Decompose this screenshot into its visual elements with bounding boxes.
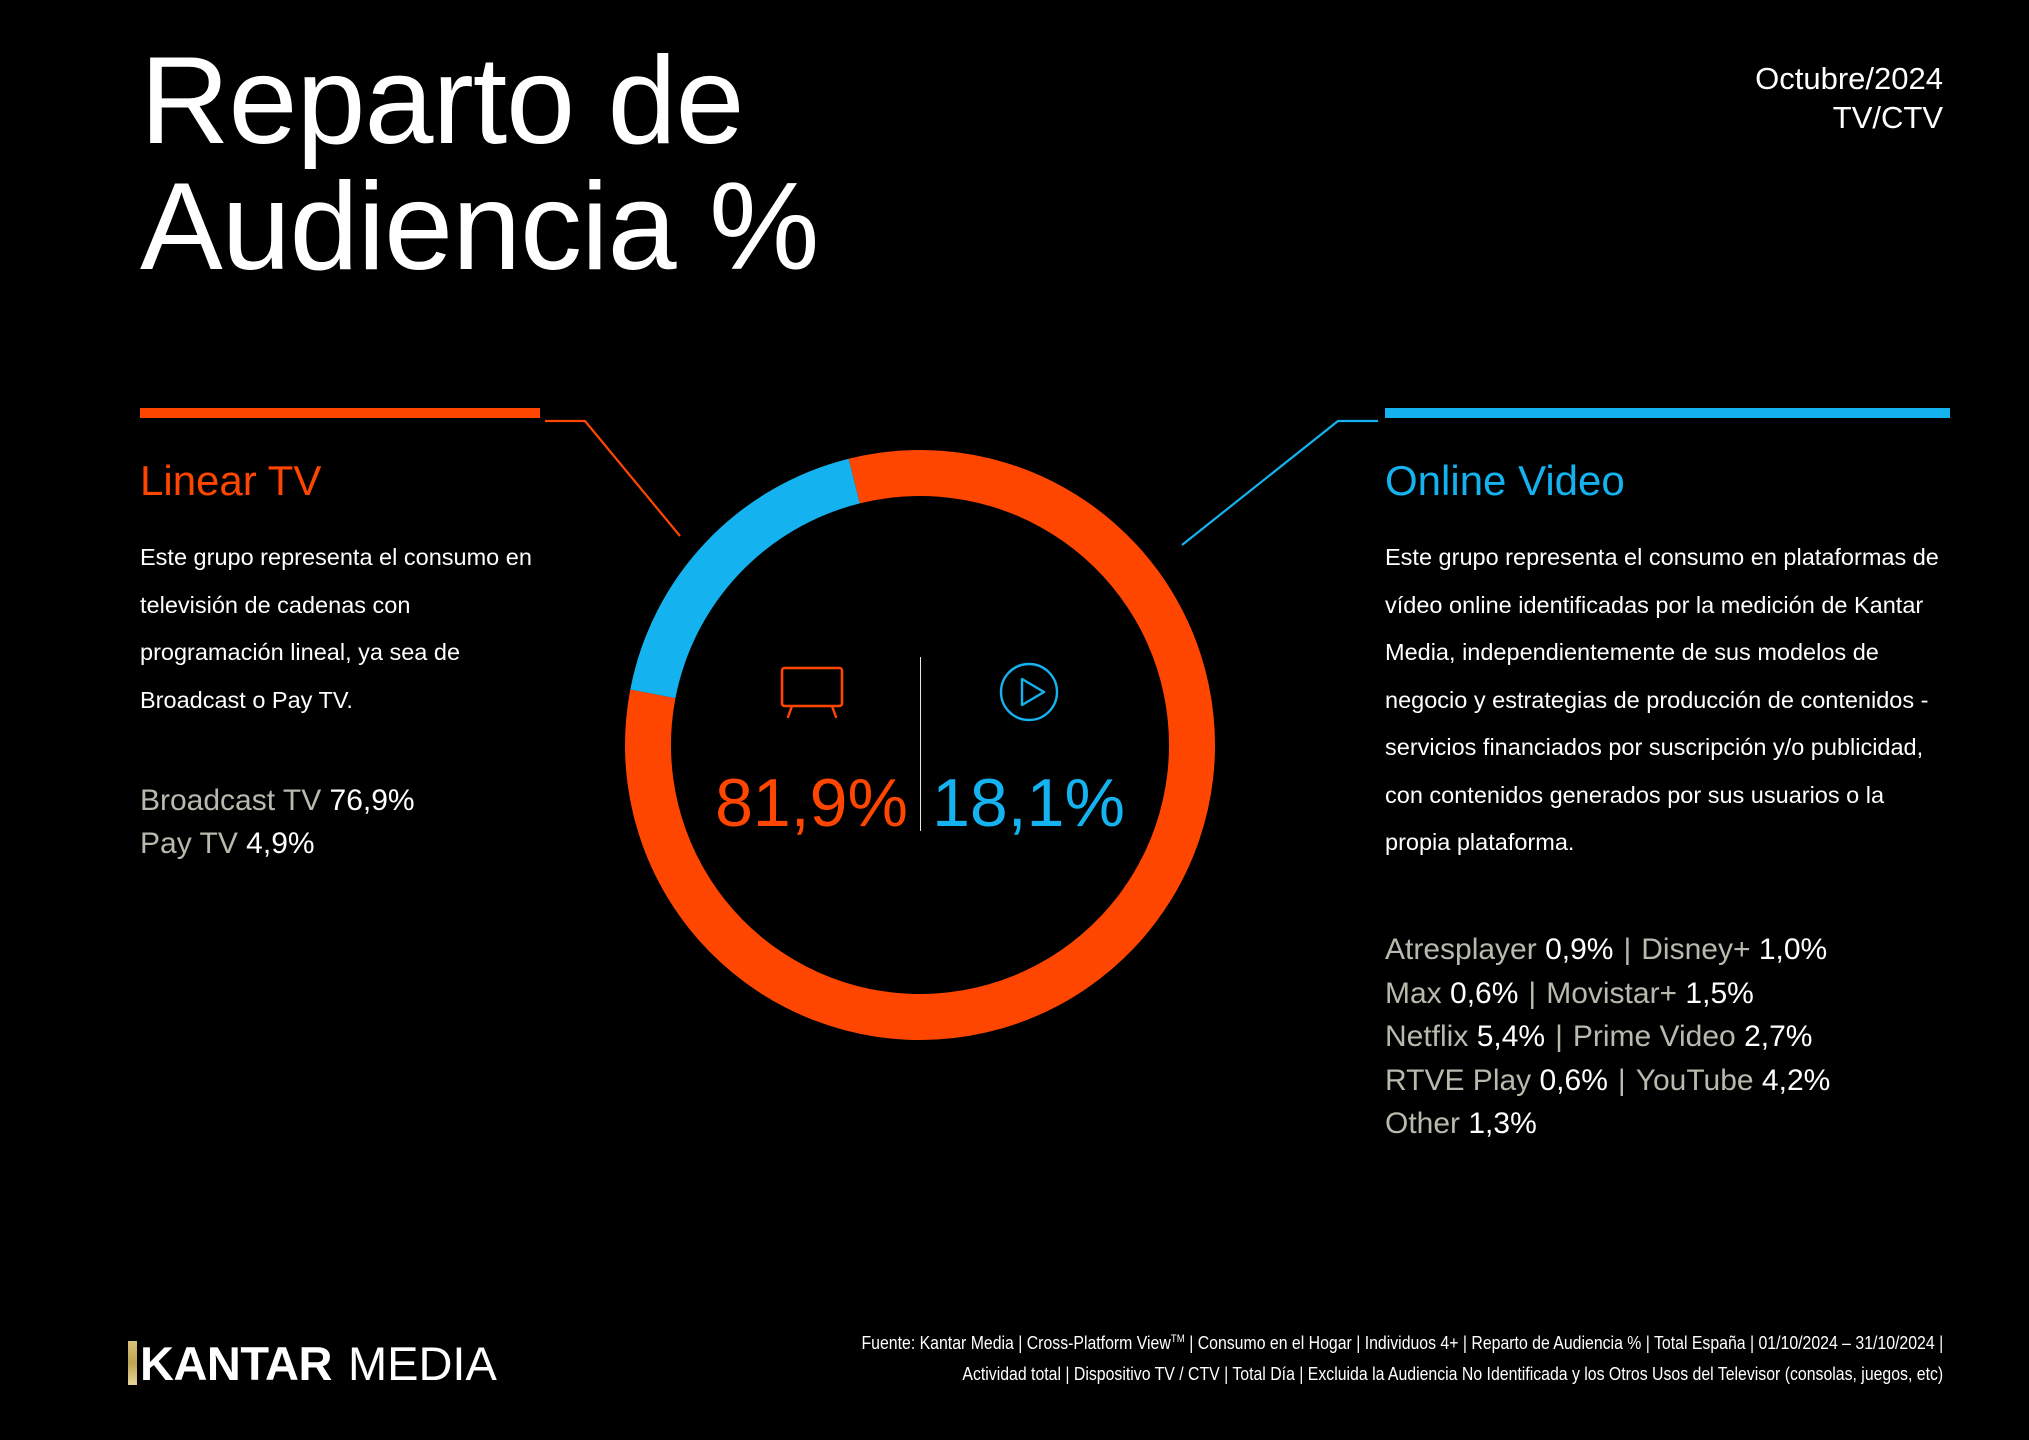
stat-line: Max 0,6% | Movistar+ 1,5%	[1385, 972, 1950, 1016]
stat-line: RTVE Play 0,6% | YouTube 4,2%	[1385, 1059, 1950, 1103]
panel-linear-tv: Linear TV Este grupo representa el consu…	[140, 408, 540, 865]
stat-value: 2,7%	[1744, 1020, 1813, 1054]
online-video-percentage: 18,1%	[932, 765, 1125, 841]
page-title: Reparto de Audiencia %	[140, 32, 819, 297]
source-line-1: Fuente: Kantar Media | Cross-Platform Vi…	[861, 1328, 1943, 1359]
stat-value: 1,0%	[1758, 933, 1828, 967]
panel-right-heading: Online Video	[1385, 457, 1625, 504]
stat-line: Broadcast TV 76,9%	[140, 780, 540, 823]
stat-value: 0,6%	[1450, 976, 1519, 1010]
stat-separator: |	[1617, 1063, 1626, 1097]
header-period: Octubre/2024	[1755, 61, 1943, 96]
stat-value: 5,4%	[1476, 1020, 1546, 1054]
donut-segment-online-video	[630, 458, 860, 699]
play-circle-icon	[997, 653, 1061, 731]
stat-label: Atresplayer	[1385, 933, 1546, 967]
header-scope: TV/CTV	[1832, 99, 1943, 135]
stat-separator: |	[1528, 976, 1537, 1010]
stat-line: Pay TV 4,9%	[140, 823, 540, 866]
stat-label: Other	[1385, 1107, 1469, 1141]
stat-line: Other 1,3%	[1385, 1102, 1950, 1146]
linear-tv-stat-list: Broadcast TV 76,9% Pay TV 4,9%	[140, 780, 540, 865]
panel-right-rule	[1385, 408, 1950, 418]
source-note: Fuente: Kantar Media | Cross-Platform Vi…	[861, 1328, 1943, 1390]
audience-split-donut-chart: 81,9% 18,1%	[590, 415, 1250, 1075]
header-meta: Octubre/2024 TV/CTV	[1755, 60, 1943, 138]
logo-gold-bar	[128, 1341, 137, 1385]
donut-center-linear: 81,9%	[712, 653, 912, 837]
stat-label: RTVE Play	[1385, 1063, 1540, 1097]
stat-value: 1,3%	[1468, 1107, 1537, 1141]
panel-left-rule	[140, 408, 540, 418]
donut-svg	[625, 450, 1215, 1040]
stat-label: Broadcast TV	[140, 784, 330, 818]
center-divider	[919, 657, 921, 831]
stat-label: Pay TV	[140, 826, 247, 860]
stat-label: Disney+	[1641, 933, 1759, 967]
donut-center-labels: 81,9% 18,1%	[590, 415, 1250, 1075]
stat-label: Netflix	[1385, 1020, 1477, 1054]
stat-value: 76,9%	[329, 784, 415, 818]
source-line-2: Actividad total | Dispositivo TV / CTV |…	[962, 1364, 1943, 1385]
stat-line: Atresplayer 0,9% | Disney+ 1,0%	[1385, 928, 1950, 972]
stat-value: 0,9%	[1545, 933, 1614, 967]
stat-value: 4,2%	[1761, 1063, 1831, 1097]
panel-left-description: Este grupo representa el consumo en tele…	[140, 544, 532, 713]
stat-line: Netflix 5,4% | Prime Video 2,7%	[1385, 1015, 1950, 1059]
source-line-1-pre: Fuente: Kantar Media | Cross-Platform Vi…	[861, 1333, 1171, 1354]
stat-label: Max	[1385, 976, 1451, 1010]
television-icon	[776, 653, 848, 731]
stat-value: 0,6%	[1539, 1063, 1608, 1097]
stat-separator: |	[1623, 933, 1632, 967]
online-video-stat-list: Atresplayer 0,9% | Disney+ 1,0% Max 0,6% | Mo…	[1385, 928, 1950, 1146]
logo-media-text: MEDIA	[347, 1336, 497, 1390]
stat-label: Prime Video	[1572, 1020, 1745, 1054]
donut-center-online: 18,1%	[929, 653, 1129, 837]
stat-separator: |	[1555, 1020, 1563, 1054]
stat-value: 4,9%	[246, 826, 315, 860]
stat-label: YouTube	[1635, 1063, 1762, 1097]
panel-right-description: Este grupo representa el consumo en plat…	[1385, 544, 1939, 855]
trademark-mark: TM	[1170, 1333, 1185, 1346]
linear-tv-percentage: 81,9%	[715, 765, 908, 841]
stat-label: Movistar+	[1546, 976, 1686, 1010]
stat-value: 1,5%	[1685, 976, 1754, 1010]
panel-online-video: Online Video Este grupo representa el co…	[1385, 408, 1950, 1146]
source-line-1-post: | Consumo en el Hogar | Individuos 4+ | …	[1184, 1333, 1943, 1354]
panel-left-heading: Linear TV	[140, 457, 322, 504]
kantar-media-logo: KANTAR MEDIA	[128, 1336, 497, 1390]
logo-kantar-text: KANTAR	[140, 1336, 332, 1390]
